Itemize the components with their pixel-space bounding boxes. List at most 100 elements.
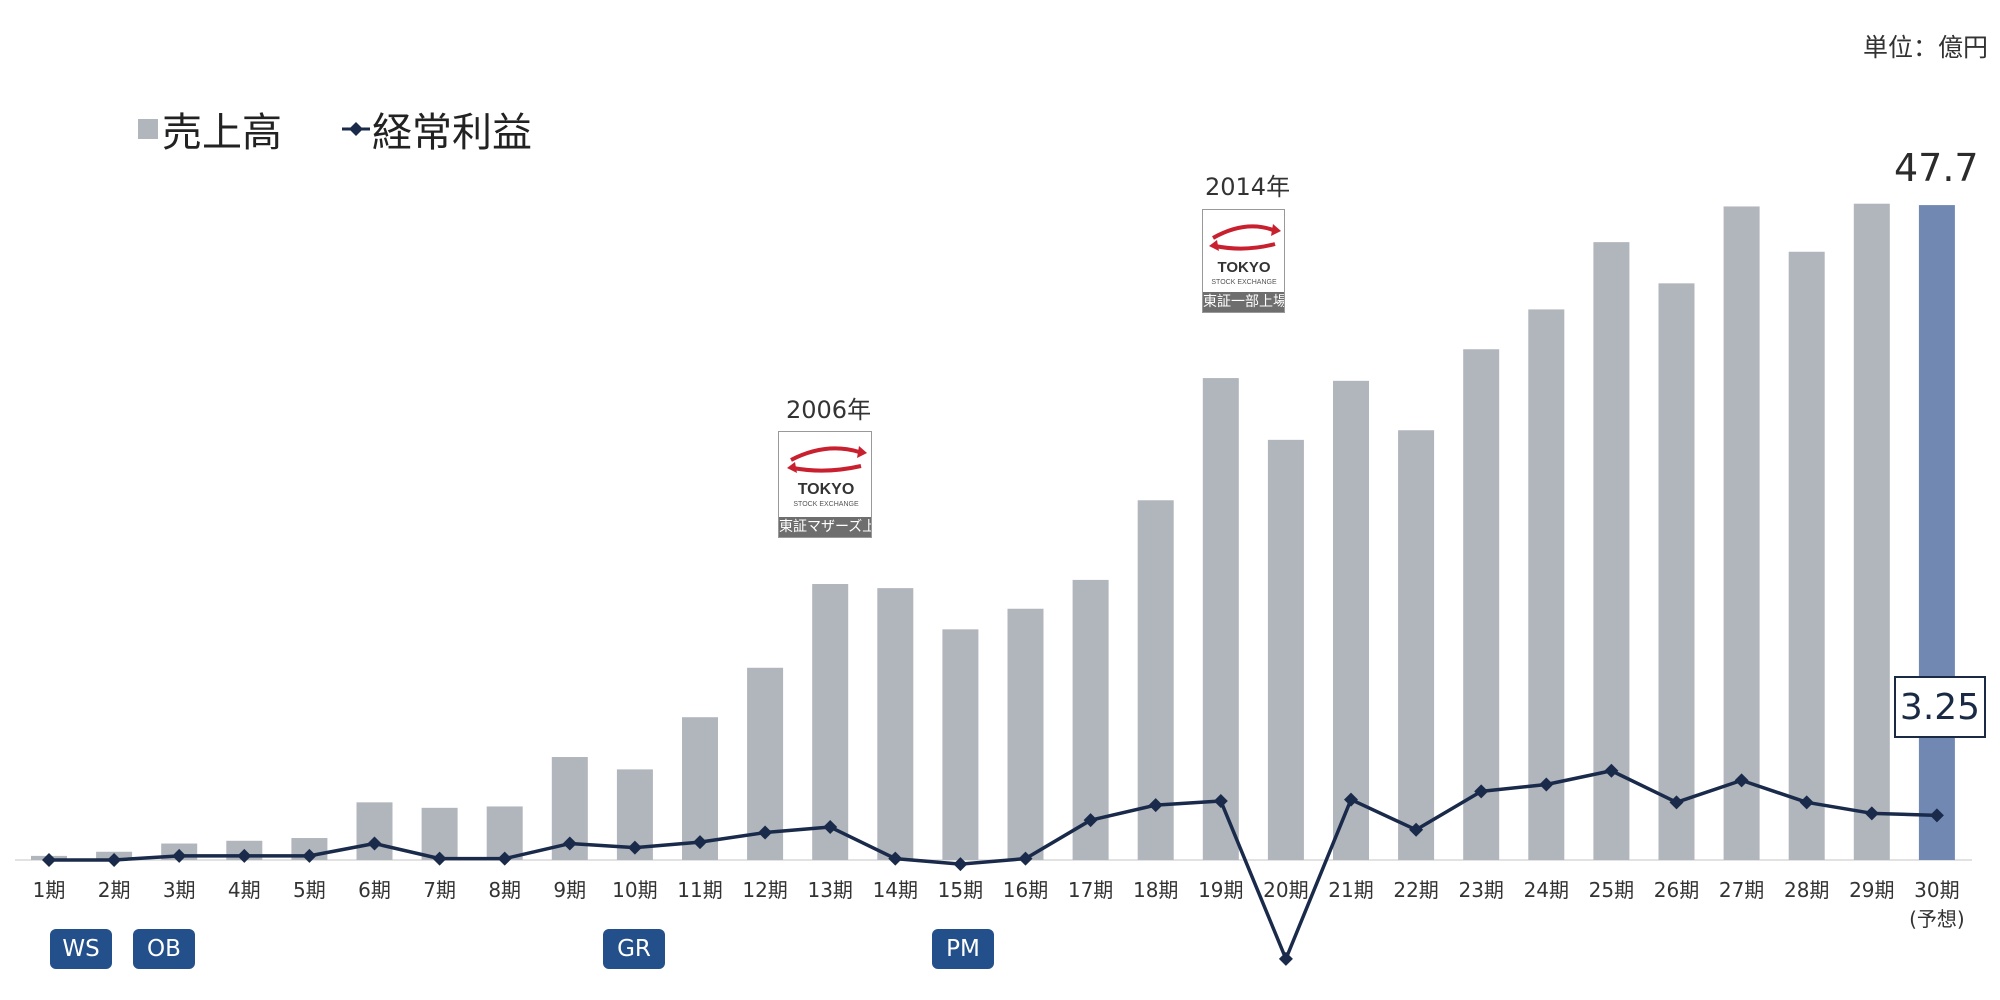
bar-26期: [1658, 283, 1695, 861]
profit-marker-4期: [237, 848, 252, 863]
unit-label: 単位：億円: [1862, 33, 1988, 62]
bar-21期: [1333, 380, 1369, 860]
profit-marker-21期: [1344, 792, 1358, 807]
bar-15期: [942, 629, 979, 860]
profit-marker-2期: [107, 853, 122, 867]
profit-marker-23期: [1474, 784, 1489, 799]
bar-7期: [421, 807, 458, 860]
tick-label-14期: 14期: [873, 878, 918, 902]
tick-label-13期: 13期: [807, 878, 852, 902]
profit-marker-29期: [1864, 806, 1879, 821]
tick-label-7期: 7期: [423, 878, 456, 902]
bar-19期: [1202, 378, 1239, 860]
bar-6期: [356, 802, 393, 860]
profit-marker-18期: [1148, 798, 1163, 813]
tick-label-10期: 10期: [612, 878, 657, 902]
tse-2014-caption: 東証一部上場: [1203, 292, 1284, 312]
legend-item-profit: 経常利益: [342, 100, 532, 158]
profit-marker-5期: [302, 848, 317, 863]
tick-label-8期: 8期: [488, 878, 521, 902]
tick-label-6期: 6期: [358, 878, 391, 902]
profit-marker-12期: [758, 825, 773, 840]
tick-label-12期: 12期: [742, 878, 787, 902]
profit-marker-9期: [562, 836, 577, 851]
profit-marker-14期: [888, 851, 903, 866]
tick-label-5期: 5期: [293, 878, 326, 902]
legend-line-swatch: [342, 122, 370, 136]
tse-2006-caption: 東証マザーズ上場: [779, 517, 871, 537]
tick-label-16期: 16期: [1003, 878, 1048, 902]
profit-marker-13期: [823, 820, 838, 835]
bar-30期: [1918, 205, 1955, 861]
legend-bar-swatch: [138, 119, 158, 139]
tick-label-11期: 11期: [677, 878, 722, 902]
bar-23期: [1463, 349, 1500, 860]
profit-marker-19期: [1213, 793, 1228, 808]
tick-label-22期: 22期: [1393, 878, 1438, 902]
tick-label-note: (予想): [1909, 907, 1965, 931]
tick-label-30期: 30期: [1914, 878, 1959, 902]
badge-ob: OB: [133, 929, 195, 969]
tick-label-26期: 26期: [1654, 878, 1699, 902]
last-sales-value: 47.7: [1894, 146, 1979, 190]
tick-label-15期: 15期: [938, 878, 983, 902]
tick-label-25期: 25期: [1589, 878, 1634, 902]
bar-29期: [1853, 203, 1890, 860]
tick-label-29期: 29期: [1849, 878, 1894, 902]
profit-marker-20期: [1278, 951, 1293, 966]
last-profit-value: 3.25: [1894, 676, 1986, 738]
profit-marker-16期: [1018, 851, 1033, 866]
profit-marker-7期: [432, 851, 447, 866]
tse-arrows-icon: TOKYO STOCK EXCHANGE: [1209, 224, 1281, 286]
tick-label-3期: 3期: [163, 878, 196, 902]
tick-label-24期: 24期: [1524, 878, 1569, 902]
tick-label-2期: 2期: [98, 878, 131, 902]
bar-14期: [877, 588, 914, 860]
tick-label-9期: 9期: [553, 878, 586, 902]
legend: 売上高 経常利益: [138, 100, 592, 158]
bar-24期: [1528, 309, 1565, 860]
year-2006-label: 2006年: [786, 396, 872, 424]
profit-line: [49, 769, 1937, 961]
profit-marker-22期: [1409, 822, 1424, 837]
bar-25期: [1593, 242, 1630, 860]
profit-marker-15期: [953, 857, 968, 872]
bar-20期: [1267, 439, 1304, 860]
tse-sub-text: STOCK EXCHANGE: [793, 501, 859, 508]
profit-markers: [42, 763, 1944, 966]
legend-sales-label: 売上高: [162, 110, 282, 156]
x-tick-labels: 1期 2期 3期 4期 5期 6期 7期 8期 9期 10期 11期 12期 13期 14期 15期 16期 1…: [33, 878, 1965, 931]
tse-arrows-icon: TOKYO STOCK EXCHANGE: [787, 446, 867, 508]
profit-marker-3期: [172, 848, 187, 863]
profit-marker-11期: [693, 835, 707, 850]
tick-label-20期: 20期: [1263, 878, 1308, 902]
tick-label-21期: 21期: [1328, 878, 1373, 902]
tse-sub-text: STOCK EXCHANGE: [1211, 279, 1277, 286]
badge-ws: WS: [50, 929, 112, 969]
sales-bars: [31, 203, 1955, 861]
profit-marker-8期: [497, 851, 512, 866]
profit-marker-25期: [1604, 763, 1619, 778]
profit-marker-27期: [1734, 773, 1749, 788]
bar-13期: [812, 584, 849, 860]
profit-marker-10期: [627, 840, 642, 855]
year-2014-label: 2014年: [1205, 173, 1291, 201]
profit-marker-30期: [1929, 808, 1944, 823]
profit-marker-28期: [1799, 795, 1814, 810]
tse-brand-text: TOKYO: [798, 481, 855, 498]
tse-brand-text: TOKYO: [1217, 259, 1270, 276]
tick-label-23期: 23期: [1458, 878, 1503, 902]
tick-label-4期: 4期: [228, 878, 261, 902]
tick-label-1期: 1期: [33, 878, 66, 902]
tick-label-19期: 19期: [1198, 878, 1243, 902]
tse-logo-2006: TOKYO STOCK EXCHANGE 東証マザーズ上場: [778, 431, 872, 538]
tick-label-28期: 28期: [1784, 878, 1829, 902]
bar-16期: [1007, 608, 1044, 860]
profit-marker-1期: [42, 853, 56, 867]
badge-gr: GR: [603, 929, 665, 969]
profit-marker-26期: [1669, 795, 1684, 810]
bar-22期: [1398, 430, 1435, 860]
legend-item-sales: 売上高: [138, 100, 282, 158]
tick-label-27期: 27期: [1719, 878, 1764, 902]
